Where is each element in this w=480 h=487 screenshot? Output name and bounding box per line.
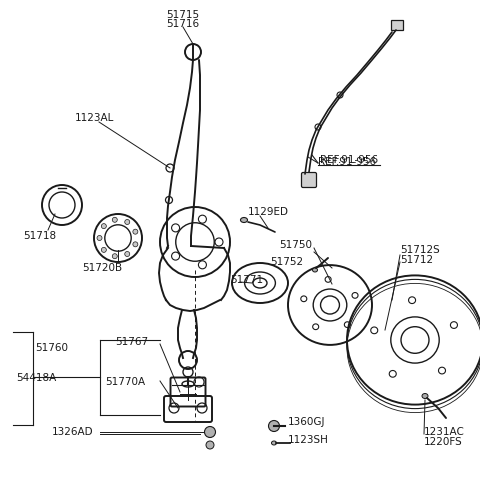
Text: 51716: 51716 [167,19,200,29]
Bar [391,20,403,30]
Text: 51712: 51712 [400,255,433,265]
Circle shape [268,420,279,431]
Ellipse shape [272,441,276,445]
Circle shape [112,254,117,259]
Text: 51712S: 51712S [400,245,440,255]
Text: 1231AC: 1231AC [424,427,465,437]
Text: 51760: 51760 [35,343,68,353]
Text: 1360GJ: 1360GJ [288,417,325,427]
Circle shape [133,229,138,234]
Text: 51718: 51718 [24,231,57,241]
Circle shape [206,441,214,449]
Circle shape [125,251,130,257]
Text: REF.91-956: REF.91-956 [320,155,378,165]
Text: 51771: 51771 [230,275,263,285]
Text: 1129ED: 1129ED [248,207,289,217]
Text: REF.91-956: REF.91-956 [318,157,376,167]
Ellipse shape [422,393,428,398]
Text: 51750: 51750 [279,240,312,250]
Text: 1326AD: 1326AD [51,427,93,437]
Text: 1123SH: 1123SH [288,435,329,445]
Circle shape [101,247,107,252]
Text: 51767: 51767 [115,337,148,347]
Text: 54418A: 54418A [16,373,56,383]
Text: 51715: 51715 [167,10,200,20]
Text: 1220FS: 1220FS [424,437,463,447]
Text: 1123AL: 1123AL [75,113,114,123]
Text: 51720B: 51720B [82,263,122,273]
Text: 51752: 51752 [270,257,303,267]
Circle shape [97,236,102,241]
Circle shape [204,427,216,437]
Circle shape [133,242,138,247]
Circle shape [125,220,130,225]
Ellipse shape [312,268,317,272]
FancyBboxPatch shape [301,172,316,187]
Ellipse shape [240,218,248,223]
Circle shape [101,224,107,228]
Text: 51770A: 51770A [105,377,145,387]
Circle shape [112,217,117,222]
